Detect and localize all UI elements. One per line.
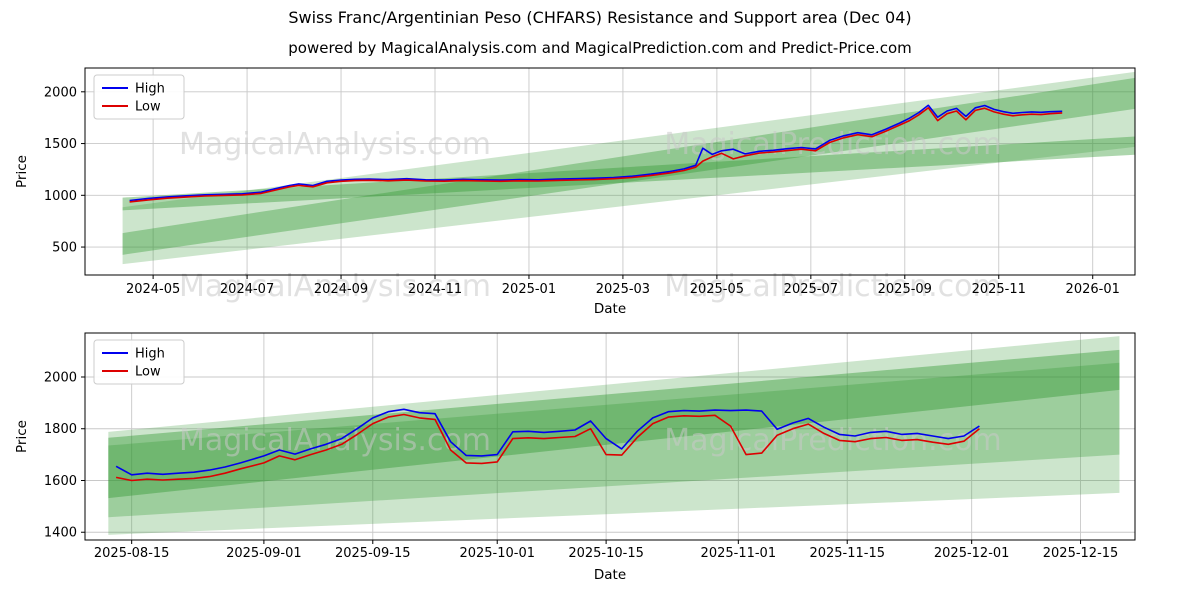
watermark: MagicalAnalysis.com MagicalPrediction.com (179, 423, 1002, 458)
page-title: Swiss Franc/Argentinian Peso (CHFARS) Re… (288, 8, 912, 27)
x-tick-label: 2025-05 (690, 282, 744, 297)
x-tick-label: 2025-10-01 (459, 546, 535, 561)
x-tick-label: 2025-08-15 (94, 546, 170, 561)
y-tick-label: 1000 (44, 189, 77, 204)
x-tick-label: 2025-09-01 (226, 546, 302, 561)
y-tick-label: 1400 (44, 526, 77, 541)
x-tick-label: 2025-09 (878, 282, 932, 297)
x-tick-label: 2025-07 (784, 282, 838, 297)
legend-box (93, 74, 185, 120)
y-tick-label: 2000 (44, 370, 77, 385)
legend-label: Low (135, 365, 161, 380)
x-tick-label: 2025-11-15 (809, 546, 885, 561)
band-polygon (108, 336, 1120, 535)
x-tick-label: 2025-11 (972, 282, 1026, 297)
x-axis: 2025-08-15 2025-09-01 2025-09-15 2025-10-01… (94, 540, 1118, 561)
x-tick-label: 2026-01 (1066, 282, 1120, 297)
x-axis-label: Date (594, 567, 626, 583)
y-tick-label: 1600 (44, 474, 77, 489)
x-tick-label: 2025-10-15 (568, 546, 644, 561)
low-line (129, 107, 1063, 203)
plot-border (84, 332, 1136, 541)
figure-subtitle: powered by MagicalAnalysis.com and Magic… (288, 39, 912, 57)
watermark-left: MagicalAnalysis.com (179, 127, 491, 162)
x-tick-label: 2025-11-01 (701, 546, 777, 561)
plot-border (84, 67, 1136, 276)
band-polygon (108, 362, 1120, 518)
bottom-chart-canvas: MagicalAnalysis.com MagicalPrediction.com… (14, 332, 1136, 583)
low-line (115, 413, 980, 482)
watermark-right: MagicalPrediction.com (664, 127, 1002, 162)
gridlines (85, 333, 1135, 540)
support-resistance-bands (108, 336, 1120, 535)
y-axis-label: Price (14, 420, 30, 453)
x-tick-label: 2024-11 (408, 282, 462, 297)
legend-label: Low (135, 100, 161, 115)
legend: High Low (93, 74, 185, 120)
x-tick-label: 2025-12-15 (1043, 546, 1119, 561)
y-tick-label: 1800 (44, 422, 77, 437)
high-line (129, 104, 1063, 202)
watermark-right: MagicalPrediction.com (664, 423, 1002, 458)
y-tick-label: 1500 (44, 137, 77, 152)
top-chart-canvas: MagicalAnalysis.com MagicalPrediction.com… (14, 67, 1136, 317)
x-tick-label: 2025-09-15 (335, 546, 411, 561)
gridlines (85, 68, 1135, 275)
band-polygon (122, 71, 1135, 265)
bottom-chart: MagicalAnalysis.com MagicalPrediction.com… (0, 318, 1200, 600)
support-resistance-bands (122, 71, 1135, 265)
top-chart: MagicalAnalysis.com MagicalPrediction.com… (0, 58, 1200, 318)
x-tick-label: 2025-12-01 (934, 546, 1010, 561)
band-polygon (122, 77, 1135, 255)
y-tick-label: 500 (52, 241, 77, 256)
y-axis: 500 1000 1500 2000 (44, 85, 85, 256)
x-tick-label: 2024-09 (314, 282, 368, 297)
high-line (115, 408, 980, 476)
x-tick-label: 2025-03 (596, 282, 650, 297)
legend-label: High (135, 82, 165, 97)
legend-box (93, 339, 185, 385)
x-tick-label: 2024-07 (220, 282, 274, 297)
band-polygon (122, 136, 1135, 211)
y-axis: 1400 1600 1800 2000 (44, 370, 85, 541)
x-axis: 2024-05 2024-07 2024-09 2024-11 2025-01 2025-… (126, 275, 1120, 297)
legend-label: High (135, 347, 165, 362)
band-polygon (108, 349, 1120, 499)
legend: High Low (93, 339, 185, 385)
x-tick-label: 2025-01 (502, 282, 556, 297)
x-tick-label: 2024-05 (126, 282, 180, 297)
y-tick-label: 2000 (44, 85, 77, 100)
y-axis-label: Price (14, 155, 30, 188)
x-axis-label: Date (594, 301, 626, 317)
